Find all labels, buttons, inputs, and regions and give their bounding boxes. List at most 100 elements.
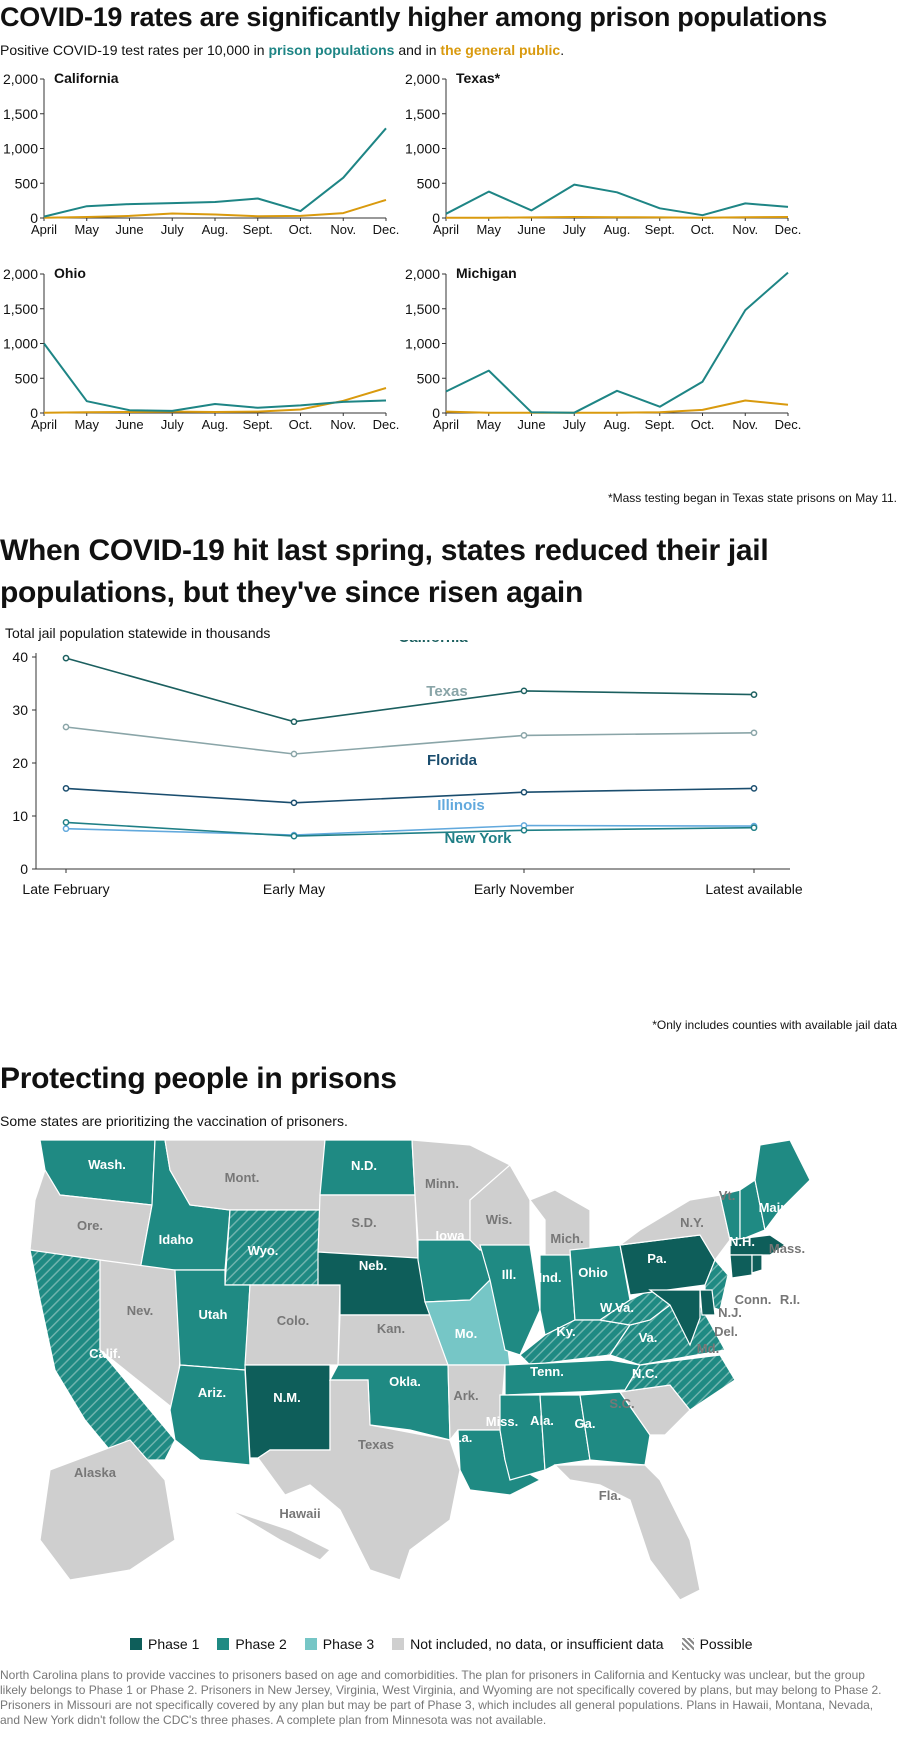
state-label-n-y: N.Y. <box>680 1215 704 1230</box>
data-point <box>520 732 528 739</box>
y-tick-label: 1,500 <box>3 301 38 317</box>
series-illinois <box>62 822 758 839</box>
y-tick-label: 2,000 <box>3 266 38 282</box>
x-tick-label: June <box>517 417 545 432</box>
legend-swatch <box>392 1638 405 1650</box>
series-florida <box>62 785 758 807</box>
prison-series-line <box>43 342 387 412</box>
state-label-del: Del. <box>714 1324 738 1339</box>
x-tick-label: Dec. <box>775 417 802 432</box>
legend-swatch <box>681 1638 694 1650</box>
data-point <box>62 654 70 662</box>
state-label-wis: Wis. <box>486 1212 513 1227</box>
state-label-pa: Pa. <box>647 1251 667 1266</box>
data-point <box>520 687 528 695</box>
data-point <box>62 723 70 731</box>
section3-title: Protecting people in prisons <box>0 1062 397 1095</box>
state-label-minn: Minn. <box>425 1176 459 1191</box>
y-tick-label: 1,000 <box>405 141 440 157</box>
state-label-conn: Conn. <box>735 1292 772 1307</box>
public-series-line <box>43 198 387 219</box>
state-label-va: Va. <box>639 1330 658 1345</box>
section3-footnote: North Carolina plans to provide vaccines… <box>0 1668 882 1727</box>
state-tenn <box>504 1359 641 1396</box>
x-tick-label: Latest available <box>705 881 803 897</box>
x-tick-label: Oct. <box>289 222 313 237</box>
x-tick-label: Oct. <box>691 417 715 432</box>
data-point <box>62 819 70 826</box>
state-label-w-va: W.Va. <box>600 1300 634 1315</box>
x-tick-label: Oct. <box>289 417 313 432</box>
section2-title-line2: populations, but they've since risen aga… <box>0 576 583 609</box>
jail-population-chart: 0 10 20 30 40 Late February Early May Early Nov… <box>12 640 803 897</box>
state-label-ariz: Ariz. <box>198 1385 226 1400</box>
subtitle-pre: Positive COVID-19 test rates per 10,000 … <box>0 42 269 58</box>
state-label-md: Md. <box>697 1341 719 1356</box>
y-tick-label: 2,000 <box>405 266 440 282</box>
x-tick-label: April <box>31 222 57 237</box>
series-california <box>62 654 758 726</box>
state-label-vt: Vt. <box>719 1188 736 1203</box>
y-tick-label: 1,000 <box>405 336 440 352</box>
series-label-texas: Texas <box>426 683 467 700</box>
series-line <box>65 787 755 804</box>
x-tick-label: May <box>476 417 501 432</box>
state-label-n-h: N.H. <box>729 1234 755 1249</box>
x-tick-label: Dec. <box>775 222 802 237</box>
state-r-i <box>751 1254 763 1274</box>
legend-label: Phase 1 <box>148 1636 200 1652</box>
legend-item: Phase 3 <box>304 1636 374 1652</box>
y-tick-label: 40 <box>12 649 28 665</box>
state-label-n-j: N.J. <box>718 1305 742 1320</box>
state-miss <box>499 1394 546 1481</box>
state-del <box>699 1289 716 1316</box>
series-line <box>65 824 755 836</box>
small-chart-3: 0 500 1,000 1,500 2,000 April May June July Aug. S… <box>3 265 399 432</box>
y-tick-label: 1,000 <box>3 141 38 157</box>
legend-swatch <box>130 1638 142 1650</box>
public-series-line <box>445 399 789 414</box>
prison-series-line <box>43 127 387 218</box>
state-label-ohio: Ohio <box>578 1265 608 1280</box>
y-tick-label: 0 <box>20 861 28 877</box>
state-label-ky: Ky. <box>556 1324 575 1339</box>
data-point <box>520 826 528 834</box>
state-label-la: La. <box>454 1430 473 1445</box>
x-tick-label: Nov. <box>732 222 758 237</box>
state-pa <box>619 1234 716 1296</box>
legend-item: Possible <box>681 1636 753 1652</box>
x-tick-label: Sept. <box>645 222 675 237</box>
x-tick-label: Nov. <box>330 222 356 237</box>
state-label-wash: Wash. <box>88 1157 126 1172</box>
chart-title: Michigan <box>456 265 517 281</box>
legend-label: Not included, no data, or insufficient d… <box>410 1636 664 1652</box>
data-point <box>750 824 758 832</box>
x-tick-label: July <box>161 222 185 237</box>
x-tick-label: Nov. <box>732 417 758 432</box>
x-tick-label: April <box>433 417 459 432</box>
state-label-okla: Okla. <box>389 1374 421 1389</box>
x-tick-label: April <box>433 222 459 237</box>
y-tick-label: 0 <box>432 210 440 226</box>
prison-series-line <box>445 271 789 414</box>
y-tick-label: 20 <box>12 755 28 771</box>
small-chart-1: 0 500 1,000 1,500 2,000 April May June July Aug. S… <box>3 70 399 237</box>
state-label-maine: Maine <box>759 1200 796 1215</box>
y-tick-label: 500 <box>417 370 441 386</box>
subtitle-public: the general public <box>440 42 561 58</box>
x-tick-label: June <box>115 222 143 237</box>
state-label-neb: Neb. <box>359 1258 387 1273</box>
state-texas <box>257 1379 461 1581</box>
x-tick-label: May <box>476 222 501 237</box>
legend-item: Not included, no data, or insufficient d… <box>392 1636 664 1652</box>
state-label-wyo: Wyo. <box>248 1243 279 1258</box>
state-label-texas: Texas <box>358 1437 394 1452</box>
state-label-tenn: Tenn. <box>530 1364 564 1379</box>
x-tick-label: Sept. <box>645 417 675 432</box>
x-tick-label: Dec. <box>373 417 400 432</box>
subtitle-post: . <box>560 42 565 58</box>
y-tick-label: 500 <box>15 370 39 386</box>
chart-title: Texas* <box>456 70 501 86</box>
section1-title: COVID-19 rates are significantly higher … <box>0 2 827 32</box>
y-tick-label: 0 <box>30 210 38 226</box>
